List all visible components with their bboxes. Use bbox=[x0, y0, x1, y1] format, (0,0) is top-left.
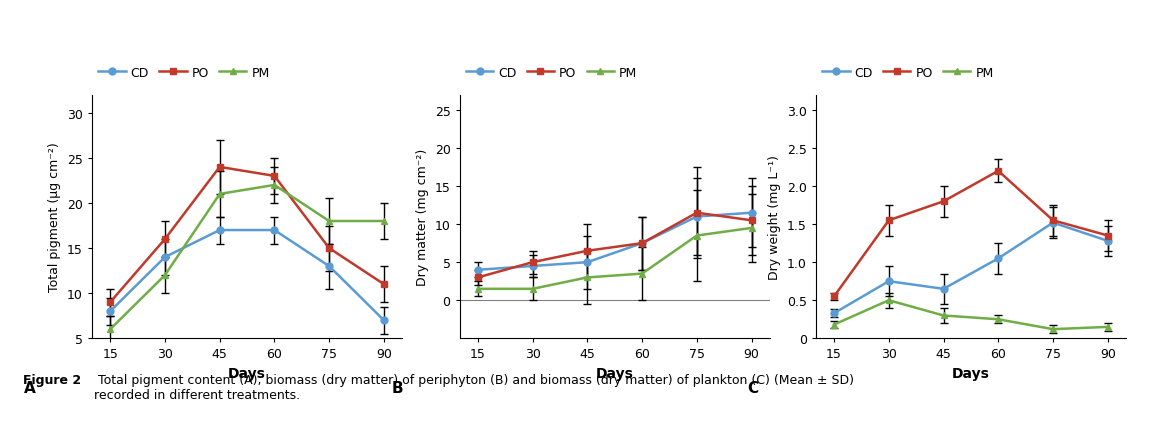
Legend: CD, PO, PM: CD, PO, PM bbox=[98, 66, 270, 79]
Y-axis label: Dry matter (mg cm⁻²): Dry matter (mg cm⁻²) bbox=[416, 148, 429, 286]
X-axis label: Days: Days bbox=[953, 366, 989, 380]
Text: Total pigment content (A), biomass (dry matter) of periphyton (B) and biomass (d: Total pigment content (A), biomass (dry … bbox=[94, 373, 854, 401]
Legend: CD, PO, PM: CD, PO, PM bbox=[822, 66, 994, 79]
X-axis label: Days: Days bbox=[229, 366, 265, 380]
Text: C: C bbox=[748, 380, 758, 395]
X-axis label: Days: Days bbox=[596, 366, 633, 380]
Y-axis label: Total pigment (μg cm⁻²): Total pigment (μg cm⁻²) bbox=[48, 142, 61, 292]
Text: B: B bbox=[392, 380, 403, 395]
Text: Figure 2: Figure 2 bbox=[23, 373, 82, 386]
Y-axis label: Dry weight (mg L⁻¹): Dry weight (mg L⁻¹) bbox=[769, 155, 781, 279]
Legend: CD, PO, PM: CD, PO, PM bbox=[465, 66, 638, 79]
Text: A: A bbox=[24, 380, 36, 395]
